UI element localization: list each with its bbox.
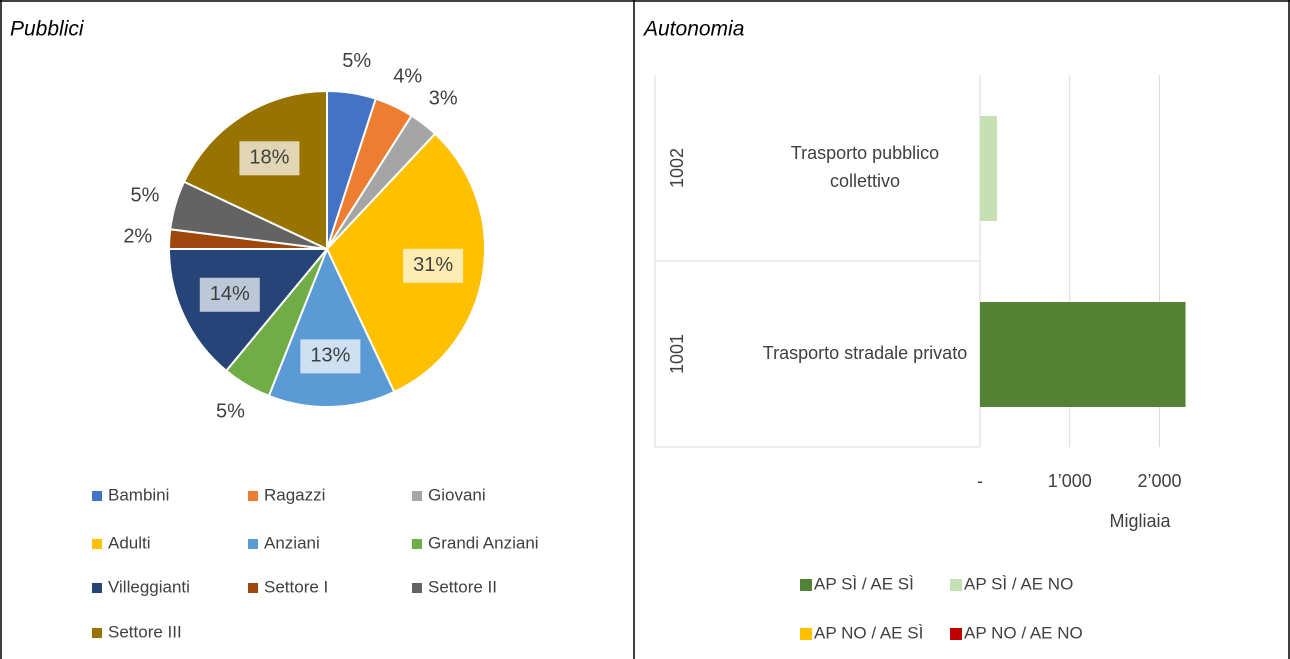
legend-swatch [248,539,258,549]
chart-title: Pubblici [10,18,85,41]
x-axis-label: Migliaia [1109,511,1171,531]
data-label: 2% [123,225,152,247]
legend-swatch [950,628,962,640]
legend-swatch [248,583,258,593]
legend-swatch [92,628,102,638]
legend-swatch [412,583,422,593]
legend-swatch [412,491,422,501]
x-tick-label: 1’000 [1048,471,1092,491]
legend-label: Settore I [264,577,328,596]
data-label: 5% [130,184,159,206]
legend-label: Bambini [108,485,169,504]
y-tick-label: Trasporto stradale privato [763,343,967,363]
group-label: 1002 [667,148,687,188]
legend-label: Settore II [428,577,497,596]
legend-label: Anziani [264,533,320,552]
legend-swatch [412,539,422,549]
data-label: 5% [216,400,245,422]
legend-swatch [92,491,102,501]
legend-label: AP SÌ / AE NO [964,574,1073,593]
legend-swatch [950,579,962,591]
data-label-box [199,277,260,312]
data-label-box [403,248,464,283]
data-label: 3% [429,87,458,109]
legend-label: Grandi Anziani [428,533,539,552]
data-label: 13% [310,345,350,367]
legend-label: AP SÌ / AE SÌ [814,574,914,593]
bar [980,116,998,221]
legend-label: Villeggianti [108,577,190,596]
legend-label: Giovani [428,485,486,504]
data-label: 4% [393,66,422,88]
legend-label: AP NO / AE SÌ [814,623,923,642]
legend-swatch [800,579,812,591]
legend-swatch [800,628,812,640]
legend-swatch [92,539,102,549]
pie-slice [267,246,396,408]
bar [980,302,1186,407]
data-label: 14% [210,283,250,305]
data-label: 31% [413,254,453,276]
y-tick-label: Trasporto pubblico collettivo [791,143,939,191]
legend-label: Settore III [108,622,182,641]
legend-label: Ragazzi [264,485,325,504]
legend-swatch [92,583,102,593]
legend-swatch [248,491,258,501]
data-label-box [300,339,361,374]
legend-label: AP NO / AE NO [964,623,1083,642]
group-label: 1001 [667,334,687,374]
data-label-box [239,141,300,176]
data-label: 18% [249,147,289,169]
x-tick-label: 2’000 [1137,471,1181,491]
legend-label: Adulti [108,533,151,552]
chart-title: Autonomia [642,18,744,41]
data-label: 5% [342,50,371,72]
x-tick-label: - [977,471,983,491]
